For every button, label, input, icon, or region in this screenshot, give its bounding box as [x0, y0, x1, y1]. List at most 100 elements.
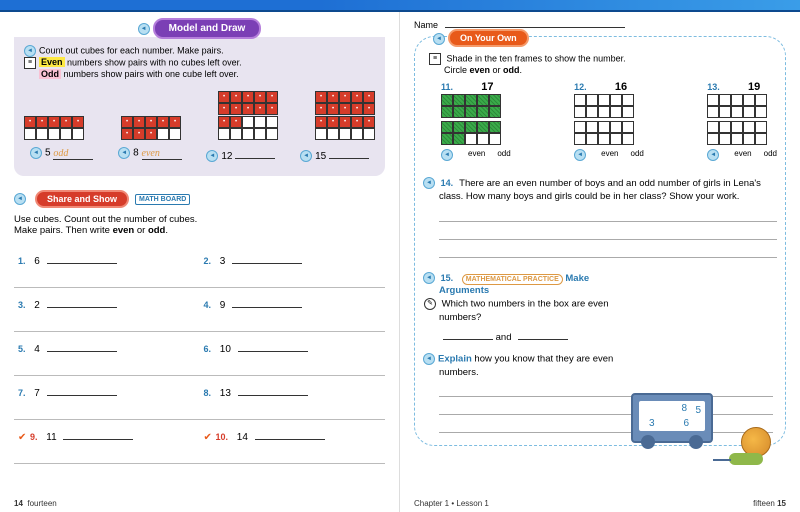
question-value: 4: [34, 344, 40, 355]
share-show-pill: Share and Show: [35, 190, 129, 208]
answer-line[interactable]: [439, 244, 777, 258]
answer-blank[interactable]: [232, 254, 302, 264]
page-15: Name ◄On Your Own ≡ Shade in the ten fra…: [400, 12, 800, 512]
example-answer: ◄8 even: [118, 147, 181, 162]
question-number: 3.: [18, 300, 26, 310]
audio-icon[interactable]: ◄: [423, 177, 435, 189]
answer-blank[interactable]: [518, 330, 568, 340]
explain-label: Explain: [438, 354, 472, 365]
even-option[interactable]: even: [601, 149, 618, 161]
audio-icon[interactable]: ◄: [423, 353, 435, 365]
question-value: 6: [34, 256, 40, 267]
answer-blank[interactable]: [47, 254, 117, 264]
ten-frame-problem: 11. 17◄evenodd: [441, 81, 511, 161]
audio-icon[interactable]: ◄: [206, 150, 218, 162]
answer-row: ◄5 odd◄8 even◄12 ◄15: [24, 147, 375, 162]
page-footer: Chapter 1 • Lesson 1 fifteen 15: [414, 499, 786, 508]
question-value: 14: [237, 432, 248, 443]
answer-blank[interactable]: [63, 430, 133, 440]
intro-line-2: numbers show pairs with no cubes left ov…: [65, 57, 242, 67]
answer-blank[interactable]: [443, 330, 493, 340]
answer-blank[interactable]: [47, 342, 117, 352]
question-item: 5. 4: [14, 332, 200, 376]
even-option[interactable]: even: [734, 149, 751, 161]
model-and-draw-pill: Model and Draw: [153, 18, 262, 39]
answer-blank[interactable]: [47, 386, 117, 396]
write-icon[interactable]: ✎: [424, 298, 436, 310]
answer-blank[interactable]: [255, 430, 325, 440]
check-icon: ✔: [18, 432, 28, 442]
page-14: ◄Model and Draw ◄Count out cubes for eac…: [0, 12, 400, 512]
question-value: 3: [220, 256, 226, 267]
check-icon: ✔: [204, 432, 214, 442]
math-practice-badge: MATHEMATICAL PRACTICE: [462, 274, 563, 285]
audio-icon[interactable]: ◄: [707, 149, 719, 161]
question-item: ✔10. 14: [200, 420, 386, 464]
answer-blank[interactable]: odd: [53, 148, 93, 160]
question-number: 6.: [204, 344, 212, 354]
answer-blank[interactable]: [238, 386, 308, 396]
page-footer: 14 fourteen: [14, 499, 385, 508]
on-your-own-pill: On Your Own: [448, 29, 529, 47]
wagon-num: 6: [683, 418, 689, 429]
page-number: 15: [777, 499, 786, 508]
answer-blank[interactable]: [235, 147, 275, 159]
cube-example: [24, 89, 84, 141]
answer-line[interactable]: [439, 208, 777, 222]
share-and-show-header: ◄ Share and Show MATH BOARD: [14, 190, 385, 208]
audio-icon[interactable]: ◄: [118, 147, 130, 159]
snail-graphic: [727, 427, 771, 465]
example-answer: ◄5 odd: [30, 147, 93, 162]
odd-option[interactable]: odd: [764, 149, 777, 161]
glossary-icon[interactable]: ≡: [24, 57, 36, 69]
answer-line[interactable]: [439, 226, 777, 240]
audio-icon[interactable]: ◄: [441, 149, 453, 161]
answer-blank[interactable]: even: [142, 148, 182, 160]
top-ribbon: [0, 0, 800, 12]
even-option[interactable]: even: [468, 149, 485, 161]
audio-icon[interactable]: ◄: [14, 193, 26, 205]
question-number: 1.: [18, 256, 26, 266]
question-value: 9: [220, 300, 226, 311]
ten-frame-problem: 12. 16◄evenodd: [574, 81, 644, 161]
audio-icon[interactable]: ◄: [24, 45, 36, 57]
odd-word: Odd: [39, 69, 61, 79]
question-value: 7: [34, 388, 40, 399]
glossary-icon[interactable]: ≡: [429, 53, 441, 65]
cube-example: [315, 90, 375, 141]
question-item: 3. 2: [14, 288, 200, 332]
on-your-own-section: ◄On Your Own ≡ Shade in the ten frames t…: [414, 36, 786, 446]
wagon-num: 3: [649, 418, 655, 429]
audio-icon[interactable]: ◄: [423, 272, 435, 284]
target-number: 19: [748, 81, 760, 93]
share-text-1: Use cubes. Count out the number of cubes…: [14, 214, 385, 225]
question-number: 10.: [216, 432, 229, 442]
question-15: ◄ 15. MATHEMATICAL PRACTICE Make Argumen…: [423, 272, 777, 380]
target-number: 16: [615, 81, 627, 93]
answer-blank[interactable]: [232, 298, 302, 308]
answer-blank[interactable]: [329, 147, 369, 159]
audio-icon[interactable]: ◄: [30, 147, 42, 159]
question-number: 5.: [18, 344, 26, 354]
wagon-graphic: 8 5 3 6: [631, 393, 771, 471]
audio-icon[interactable]: ◄: [138, 23, 150, 35]
wagon-num: 8: [681, 403, 687, 414]
answer-blank[interactable]: [238, 342, 308, 352]
cube-examples-row: [24, 89, 375, 141]
odd-option[interactable]: odd: [631, 149, 644, 161]
audio-icon[interactable]: ◄: [433, 33, 445, 45]
odd-option[interactable]: odd: [497, 149, 510, 161]
question-number: 11.: [441, 82, 453, 92]
question-number: 7.: [18, 388, 26, 398]
wagon-box: 8 5 3 6: [631, 393, 713, 443]
wagon-num: 5: [695, 405, 701, 416]
audio-icon[interactable]: ◄: [574, 149, 586, 161]
even-word: Even: [39, 57, 65, 67]
question-item: 7. 7: [14, 376, 200, 420]
question-number: 8.: [204, 388, 212, 398]
q15-number: 15.: [441, 273, 454, 283]
wheel-icon: [641, 435, 655, 449]
answer-blank[interactable]: [47, 298, 117, 308]
audio-icon[interactable]: ◄: [300, 150, 312, 162]
name-blank[interactable]: [445, 18, 625, 28]
